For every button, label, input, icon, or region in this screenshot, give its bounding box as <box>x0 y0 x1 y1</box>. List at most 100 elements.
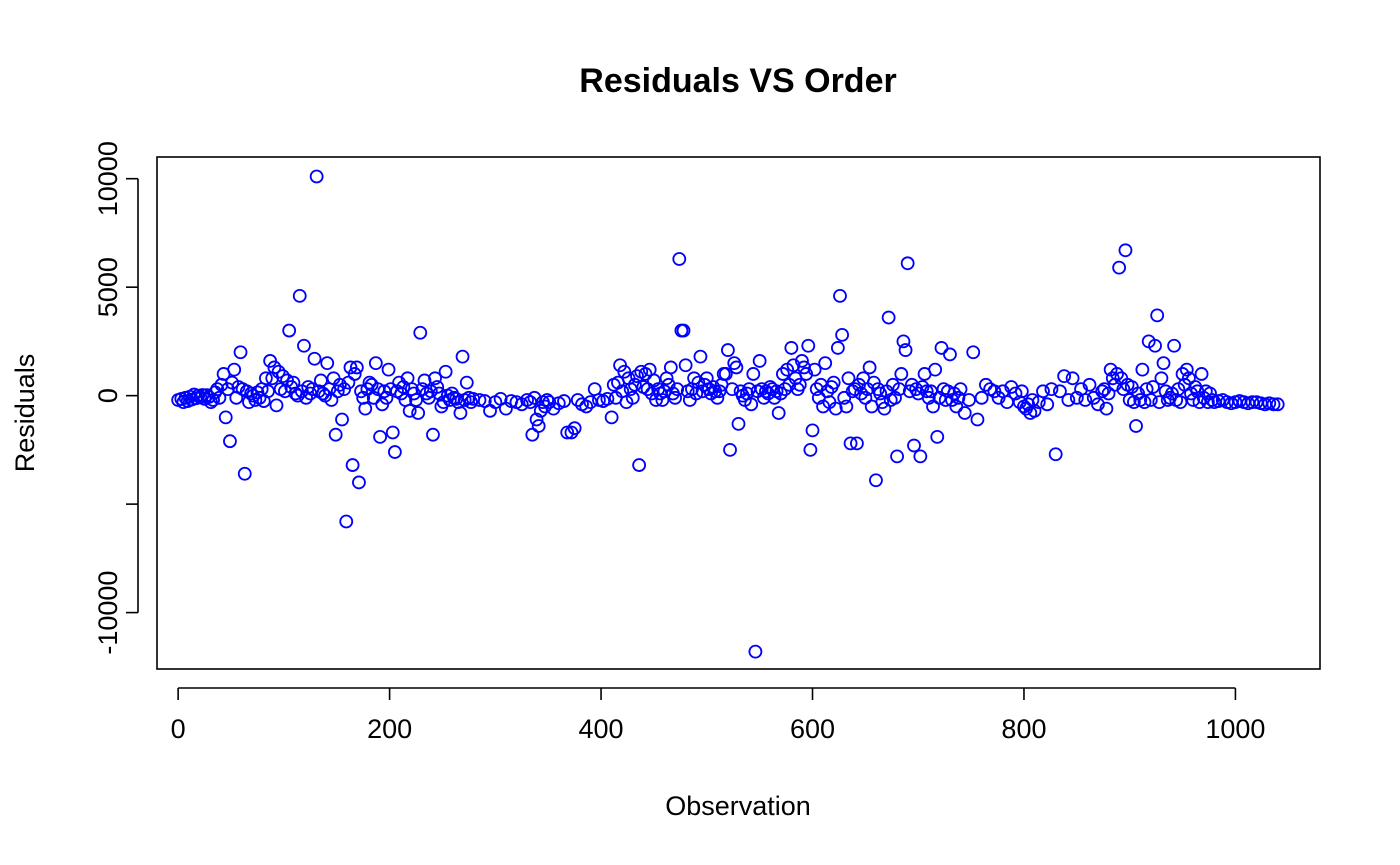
data-point <box>826 375 841 390</box>
x-tick-label: 600 <box>790 714 835 744</box>
data-point <box>837 390 852 405</box>
data-point <box>529 412 544 427</box>
data-point <box>1053 384 1067 399</box>
data-point <box>693 349 708 364</box>
data-point <box>1148 338 1162 353</box>
data-point <box>368 356 383 371</box>
plot-frame <box>156 156 1321 670</box>
data-point <box>873 386 888 401</box>
data-point <box>252 390 267 405</box>
data-point <box>354 384 368 399</box>
data-point <box>1069 390 1084 405</box>
data-point <box>335 412 349 427</box>
data-point <box>833 288 847 303</box>
data-point <box>890 449 904 464</box>
data-point <box>453 406 468 420</box>
data-point <box>630 369 644 384</box>
data-point <box>638 367 653 381</box>
data-point <box>464 395 478 410</box>
data-point <box>520 393 534 407</box>
data-point <box>862 360 877 375</box>
data-point <box>632 458 647 472</box>
x-tick-label: 1000 <box>1205 714 1265 744</box>
data-point <box>1065 371 1080 386</box>
data-point <box>557 394 571 408</box>
data-point <box>773 386 788 401</box>
data-point <box>661 377 676 392</box>
data-point <box>362 375 377 390</box>
data-point <box>1266 397 1281 412</box>
data-point <box>786 358 801 373</box>
data-point <box>533 403 548 418</box>
data-point <box>347 367 362 381</box>
data-points <box>171 169 1285 659</box>
data-point <box>409 393 423 407</box>
data-point <box>275 369 290 384</box>
data-point <box>748 644 763 659</box>
data-point <box>721 343 735 357</box>
data-point <box>803 442 818 457</box>
data-point <box>1040 397 1055 412</box>
data-point <box>309 169 324 184</box>
data-point <box>663 360 678 375</box>
data-point <box>531 419 546 433</box>
data-point <box>345 458 360 472</box>
data-point <box>930 429 945 444</box>
data-point <box>282 323 297 338</box>
data-point <box>426 427 440 442</box>
data-point <box>352 475 366 490</box>
data-point <box>934 341 949 355</box>
data-point <box>560 425 575 440</box>
data-point <box>525 427 540 442</box>
data-point <box>953 382 968 397</box>
chart-title: Residuals VS Order <box>579 62 896 100</box>
data-point <box>411 406 426 420</box>
data-point <box>1110 367 1124 381</box>
y-tick-label: -10000 <box>93 571 123 655</box>
data-point <box>218 410 233 425</box>
data-point <box>962 393 976 407</box>
y-tick-label: 0 <box>93 388 123 403</box>
data-point <box>1245 395 1260 410</box>
data-point <box>1105 371 1120 386</box>
data-point <box>1167 338 1181 353</box>
data-point <box>396 380 411 394</box>
data-point <box>212 390 227 405</box>
data-point <box>850 436 864 451</box>
data-point <box>1127 395 1141 410</box>
data-point <box>1143 393 1158 407</box>
data-point <box>625 390 640 405</box>
data-point <box>776 367 790 381</box>
data-point <box>328 427 343 442</box>
data-point <box>1154 371 1169 386</box>
data-point <box>1205 393 1220 407</box>
data-point <box>672 252 687 266</box>
data-point <box>894 367 909 381</box>
data-point <box>843 436 858 451</box>
data-point <box>932 390 947 405</box>
data-point <box>292 288 307 303</box>
data-point <box>330 384 345 399</box>
data-point <box>570 393 585 407</box>
data-point <box>1027 403 1042 418</box>
data-point <box>428 371 442 386</box>
data-point <box>919 384 934 399</box>
data-point <box>1146 380 1160 394</box>
data-point <box>1156 356 1171 371</box>
data-point <box>472 393 487 407</box>
x-tick-label: 0 <box>171 714 186 744</box>
data-point <box>373 429 387 444</box>
data-point <box>538 399 552 414</box>
data-point <box>957 406 972 420</box>
data-point <box>744 397 759 412</box>
data-point <box>678 358 693 373</box>
data-point <box>1091 397 1105 412</box>
data-point <box>379 390 394 405</box>
data-point <box>1116 382 1131 397</box>
data-point <box>627 377 642 392</box>
y-axis: 10000 5000 0 -10000 <box>93 141 139 655</box>
data-point <box>712 384 727 399</box>
data-point <box>752 354 767 368</box>
x-tick-label: 400 <box>579 714 624 744</box>
y-tick-label: 10000 <box>93 141 123 216</box>
